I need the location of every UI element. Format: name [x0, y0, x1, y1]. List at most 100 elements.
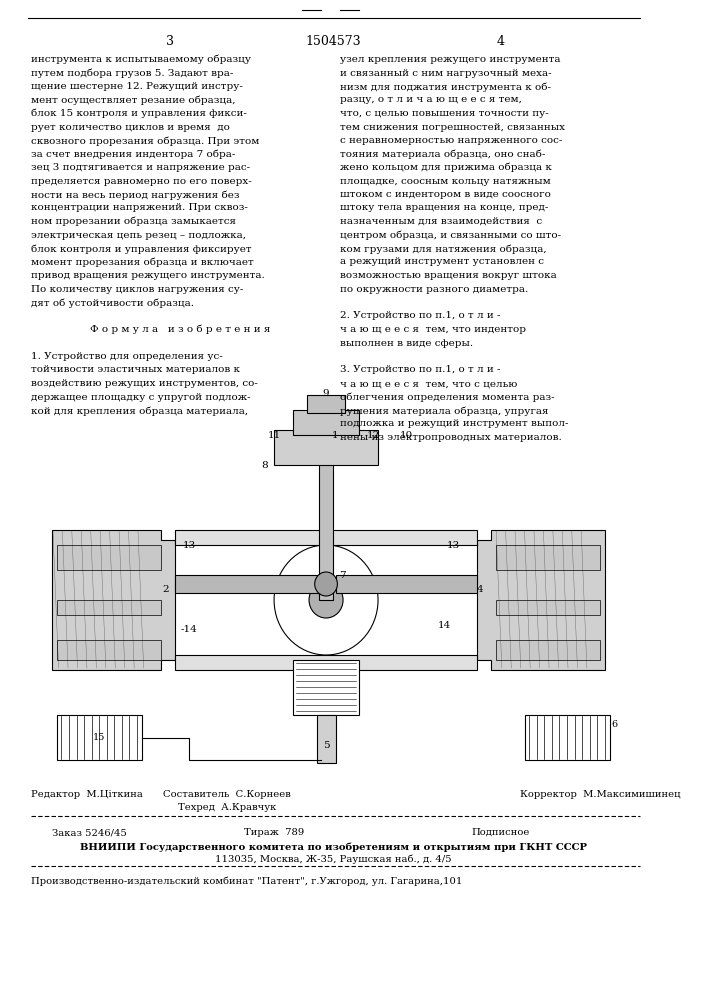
Text: Производственно-издательский комбинат "Патент", г.Ужгород, ул. Гагарина,101: Производственно-издательский комбинат "П…: [31, 877, 462, 886]
Text: по окружности разного диаметра.: по окружности разного диаметра.: [340, 284, 528, 294]
Bar: [57, 640, 160, 660]
Text: 15: 15: [93, 734, 105, 742]
Text: а режущий инструмент установлен с: а режущий инструмент установлен с: [340, 257, 544, 266]
Text: 3. Устройство по п.1, о т л и -: 3. Устройство по п.1, о т л и -: [340, 365, 501, 374]
Text: 12: 12: [367, 430, 380, 440]
Bar: [496, 640, 600, 660]
Text: 1504573: 1504573: [306, 35, 361, 48]
Text: 2. Устройство по п.1, о т л и -: 2. Устройство по п.1, о т л и -: [340, 312, 501, 320]
Circle shape: [315, 572, 337, 596]
Text: пределяется равномерно по его поверх-: пределяется равномерно по его поверх-: [31, 176, 252, 186]
Text: 11: 11: [267, 430, 281, 440]
Bar: [317, 715, 336, 763]
Text: ком грузами для натяжения образца,: ком грузами для натяжения образца,: [340, 244, 547, 253]
Text: Корректор  М.Максимишинец: Корректор М.Максимишинец: [520, 790, 680, 799]
Text: 13: 13: [182, 540, 196, 550]
Text: щение шестерне 12. Режущий инстру-: щение шестерне 12. Режущий инстру-: [31, 82, 243, 91]
Text: 1. Устройство для определения ус-: 1. Устройство для определения ус-: [31, 352, 223, 361]
Text: Ф о р м у л а   и з о б р е т е н и я: Ф о р м у л а и з о б р е т е н и я: [90, 325, 270, 334]
Text: электрическая цепь резец – подложка,: электрическая цепь резец – подложка,: [31, 231, 246, 239]
Text: Подписное: Подписное: [472, 828, 530, 837]
Bar: [293, 660, 359, 715]
Text: -14: -14: [181, 626, 197, 635]
Text: низм для поджатия инструмента к об-: низм для поджатия инструмента к об-: [340, 82, 551, 92]
Text: путем подбора грузов 5. Задают вра-: путем подбора грузов 5. Задают вра-: [31, 68, 233, 78]
Text: штоком с индентором в виде соосного: штоком с индентором в виде соосного: [340, 190, 551, 199]
Text: Заказ 5246/45: Заказ 5246/45: [52, 828, 127, 837]
Text: тояния материала образца, оно снаб-: тояния материала образца, оно снаб-: [340, 149, 546, 159]
Text: Составитель  С.Корнеев: Составитель С.Корнеев: [163, 790, 291, 799]
Bar: [496, 600, 600, 615]
Text: подложка и режущий инструмент выпол-: подложка и режущий инструмент выпол-: [340, 420, 568, 428]
Text: 8: 8: [262, 462, 268, 471]
Text: сквозного прорезания образца. При этом: сквозного прорезания образца. При этом: [31, 136, 259, 145]
Text: кой для крепления образца материала,: кой для крепления образца материала,: [31, 406, 248, 416]
Text: рушения материала образца, упругая: рушения материала образца, упругая: [340, 406, 549, 416]
Text: концентрации напряжений. При сквоз-: концентрации напряжений. При сквоз-: [31, 204, 248, 213]
Text: ном прорезании образца замыкается: ном прорезании образца замыкается: [31, 217, 236, 227]
Text: разцу, о т л и ч а ю щ е е с я тем,: разцу, о т л и ч а ю щ е е с я тем,: [340, 96, 522, 104]
Text: за счет внедрения индентора 7 обра-: за счет внедрения индентора 7 обра-: [31, 149, 235, 159]
Text: зец 3 подтягивается и напряжение рас-: зец 3 подтягивается и напряжение рас-: [31, 163, 250, 172]
Text: 4: 4: [497, 35, 505, 48]
Bar: [175, 575, 321, 593]
Polygon shape: [175, 530, 477, 545]
Text: 14: 14: [438, 620, 451, 630]
Bar: [320, 430, 333, 600]
Bar: [274, 430, 378, 465]
Text: 2: 2: [162, 585, 169, 594]
Text: 6: 6: [612, 720, 617, 729]
Text: и связанный с ним нагрузочный меха-: и связанный с ним нагрузочный меха-: [340, 68, 552, 78]
Text: с неравномерностью напряженного сос-: с неравномерностью напряженного сос-: [340, 136, 563, 145]
Bar: [525, 715, 609, 760]
Text: нены из электропроводных материалов.: нены из электропроводных материалов.: [340, 433, 562, 442]
Bar: [496, 545, 600, 570]
Text: Тираж  789: Тираж 789: [244, 828, 304, 837]
Text: держащее площадку с упругой подлож-: держащее площадку с упругой подлож-: [31, 392, 251, 401]
Text: ч а ю щ е е с я  тем, что индентор: ч а ю щ е е с я тем, что индентор: [340, 325, 526, 334]
Polygon shape: [175, 655, 477, 670]
Text: Техред  А.Кравчук: Техред А.Кравчук: [177, 803, 276, 812]
Text: облегчения определения момента раз-: облегчения определения момента раз-: [340, 392, 555, 402]
Text: что, с целью повышения точности пу-: что, с целью повышения точности пу-: [340, 109, 549, 118]
Bar: [293, 410, 359, 435]
Bar: [307, 395, 345, 413]
Text: Редактор  М.Цiткина: Редактор М.Цiткина: [31, 790, 143, 799]
Text: дят об устойчивости образца.: дят об устойчивости образца.: [31, 298, 194, 308]
Polygon shape: [52, 530, 175, 670]
Text: 9: 9: [322, 388, 329, 397]
Text: 4: 4: [477, 585, 484, 594]
Text: площадке, соосным кольцу натяжным: площадке, соосным кольцу натяжным: [340, 176, 551, 186]
Bar: [57, 545, 160, 570]
Text: назначенным для взаимодействия  с: назначенным для взаимодействия с: [340, 217, 542, 226]
Bar: [336, 575, 477, 593]
Text: центром образца, и связанными со што-: центром образца, и связанными со што-: [340, 231, 561, 240]
Bar: [57, 715, 142, 760]
Text: момент прорезания образца и включает: момент прорезания образца и включает: [31, 257, 254, 267]
Text: блок 15 контроля и управления фикси-: блок 15 контроля и управления фикси-: [31, 109, 247, 118]
Text: мент осуществляет резание образца,: мент осуществляет резание образца,: [31, 96, 235, 105]
Polygon shape: [477, 530, 605, 670]
Bar: [57, 600, 160, 615]
Text: воздействию режущих инструментов, со-: воздействию режущих инструментов, со-: [31, 379, 258, 388]
Text: узел крепления режущего инструмента: узел крепления режущего инструмента: [340, 55, 561, 64]
Text: тем снижения погрешностей, связанных: тем снижения погрешностей, связанных: [340, 122, 565, 131]
Text: ности на весь период нагружения без: ности на весь период нагружения без: [31, 190, 240, 200]
Text: 1: 1: [332, 430, 339, 440]
Text: 3: 3: [166, 35, 174, 48]
Text: тойчивости эластичных материалов к: тойчивости эластичных материалов к: [31, 365, 240, 374]
Text: 5: 5: [322, 740, 329, 750]
Text: блок контроля и управления фиксирует: блок контроля и управления фиксирует: [31, 244, 252, 253]
Circle shape: [309, 582, 343, 618]
Text: 10: 10: [399, 430, 413, 440]
Text: выполнен в виде сферы.: выполнен в виде сферы.: [340, 338, 474, 348]
Text: 113035, Москва, Ж-35, Раушская наб., д. 4/5: 113035, Москва, Ж-35, Раушская наб., д. …: [216, 855, 452, 864]
Text: ч а ю щ е е с я  тем, что с целью: ч а ю щ е е с я тем, что с целью: [340, 379, 518, 388]
Text: жено кольцом для прижима образца к: жено кольцом для прижима образца к: [340, 163, 552, 172]
Text: 13: 13: [447, 540, 460, 550]
Text: 7: 7: [339, 570, 346, 580]
Text: штоку тела вращения на конце, пред-: штоку тела вращения на конце, пред-: [340, 204, 549, 213]
Text: инструмента к испытываемому образцу: инструмента к испытываемому образцу: [31, 55, 251, 64]
Text: привод вращения режущего инструмента.: привод вращения режущего инструмента.: [31, 271, 265, 280]
Text: ВНИИПИ Государственного комитета по изобретениям и открытиям при ГКНТ СССР: ВНИИПИ Государственного комитета по изоб…: [80, 842, 587, 852]
